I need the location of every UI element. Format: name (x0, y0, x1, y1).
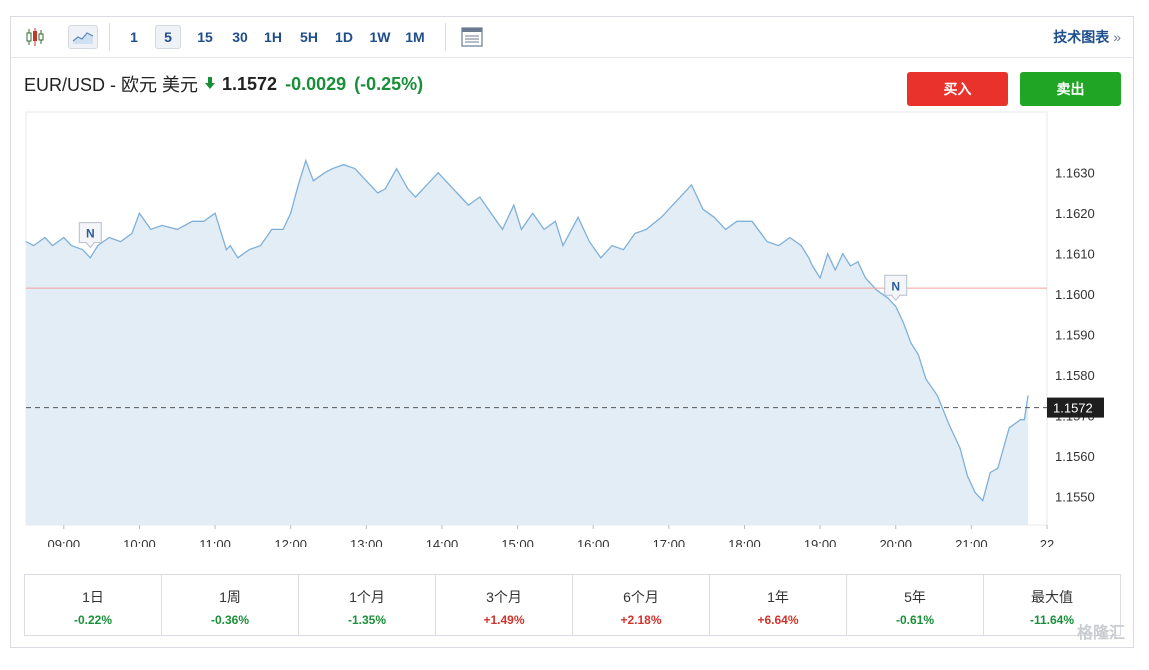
sell-button[interactable]: 卖出 (1020, 72, 1121, 106)
performance-value: -0.61% (895, 613, 935, 627)
performance-cell[interactable]: 6个月 +2.18% (573, 575, 710, 635)
interval-button-5[interactable]: 5 (155, 25, 181, 49)
performance-value: -1.35% (347, 613, 387, 627)
performance-bar: 1日 -0.22% 1周 -0.36% 1个月 -1.35% 3个月 +1.49% 6个月 +2.… (24, 574, 1121, 636)
y-tick-label: 1.1610 (1055, 247, 1095, 262)
interval-button-5h[interactable]: 5H (300, 29, 318, 45)
chart-widget: 1 5 15 30 1H 5H 1D 1W 1M 技术图表» EUR/USD - 欧元 美元 1… (10, 16, 1134, 648)
chart-toolbar: 1 5 15 30 1H 5H 1D 1W 1M 技术图表» (11, 17, 1133, 58)
performance-period: 1周 (219, 589, 241, 605)
y-tick-label: 1.1560 (1055, 449, 1095, 464)
y-tick-label: 1.1600 (1055, 287, 1095, 302)
tech-chart-link[interactable]: 技术图表» (1053, 27, 1121, 47)
pair-name: EUR/USD - 欧元 美元 (24, 75, 199, 95)
x-tick-label: 21:00 (955, 537, 988, 547)
performance-cell[interactable]: 最大值 -11.64% (984, 575, 1120, 635)
y-tick-label: 1.1580 (1055, 368, 1095, 383)
performance-value: +2.18% (620, 613, 662, 627)
news-marker (884, 274, 908, 302)
toolbar-divider (445, 23, 446, 51)
performance-period: 3个月 (486, 589, 522, 605)
x-tick-label: 10:00 (123, 537, 156, 547)
x-tick-label: 15:00 (501, 537, 534, 547)
performance-value: +6.64% (757, 613, 799, 627)
news-marker-label: N (86, 227, 95, 241)
performance-cell[interactable]: 3个月 +1.49% (436, 575, 573, 635)
x-tick-label: 18:00 (728, 537, 761, 547)
y-tick-label: 1.1590 (1055, 328, 1095, 343)
performance-period: 5年 (904, 589, 926, 605)
last-price: 1.1572 (222, 73, 278, 94)
y-tick-label: 1.1630 (1055, 166, 1095, 181)
tech-chart-label: 技术图表 (1053, 29, 1110, 45)
x-tick-label: 16:00 (577, 537, 610, 547)
y-tick-label: 1.1620 (1055, 206, 1095, 221)
x-tick-label: 22 (1040, 537, 1054, 547)
y-tick-label: 1.1550 (1055, 490, 1095, 505)
x-tick-label: 20:00 (879, 537, 912, 547)
performance-period: 1年 (767, 589, 789, 605)
quote-header: EUR/USD - 欧元 美元 1.1572 -0.0029 (-0.25%) (24, 71, 423, 97)
price-change-percent: (-0.25%) (354, 73, 424, 94)
performance-value: -0.22% (73, 613, 113, 627)
news-marker-label: N (891, 279, 900, 293)
performance-value: +1.49% (483, 613, 525, 627)
performance-cell[interactable]: 1周 -0.36% (162, 575, 299, 635)
performance-cell[interactable]: 5年 -0.61% (847, 575, 984, 635)
price-line (25, 158, 1029, 503)
performance-period: 1个月 (349, 589, 385, 605)
performance-value: -11.64% (1029, 613, 1075, 627)
x-tick-label: 17:00 (653, 537, 686, 547)
layout-icon[interactable] (459, 25, 485, 49)
x-tick-label: 12:00 (274, 537, 307, 547)
x-tick-label: 13:00 (350, 537, 383, 547)
performance-cell[interactable]: 1年 +6.64% (710, 575, 847, 635)
interval-button-1w[interactable]: 1W (369, 29, 391, 45)
interval-button-1d[interactable]: 1D (335, 29, 353, 45)
performance-period: 6个月 (623, 589, 659, 605)
performance-period: 最大值 (1031, 589, 1073, 605)
performance-period: 1日 (82, 589, 104, 605)
down-arrow-icon (204, 74, 216, 95)
interval-button-30[interactable]: 30 (232, 29, 248, 45)
performance-cell[interactable]: 1个月 -1.35% (299, 575, 436, 635)
x-tick-label: 11:00 (199, 537, 231, 547)
performance-cell[interactable]: 1日 -0.22% (25, 575, 162, 635)
area-chart-icon[interactable] (68, 25, 98, 49)
interval-button-1m[interactable]: 1M (405, 29, 425, 45)
price-change: -0.0029 (285, 73, 347, 94)
interval-button-15[interactable]: 15 (197, 29, 213, 45)
interval-button-1[interactable]: 1 (130, 29, 138, 45)
watermark-corner: 格隆汇 (1076, 625, 1125, 642)
candlestick-icon[interactable] (23, 25, 47, 49)
interval-button-1h[interactable]: 1H (264, 29, 282, 45)
toolbar-divider (109, 23, 110, 51)
x-tick-label: 19:00 (804, 537, 837, 547)
last-price-label: 1.1572 (1053, 401, 1093, 416)
price-chart: 英为财情Investing.com1.16301.16201.16101.160… (25, 111, 1104, 547)
performance-value: -0.36% (210, 613, 250, 627)
double-chevron-right-icon: » (1113, 29, 1121, 45)
x-tick-label: 14:00 (426, 537, 459, 547)
last-price-box (1047, 397, 1104, 418)
buy-button[interactable]: 买入 (907, 72, 1008, 106)
news-marker (78, 222, 102, 249)
price-area (26, 160, 1029, 525)
x-tick-label: 09:00 (48, 537, 81, 547)
